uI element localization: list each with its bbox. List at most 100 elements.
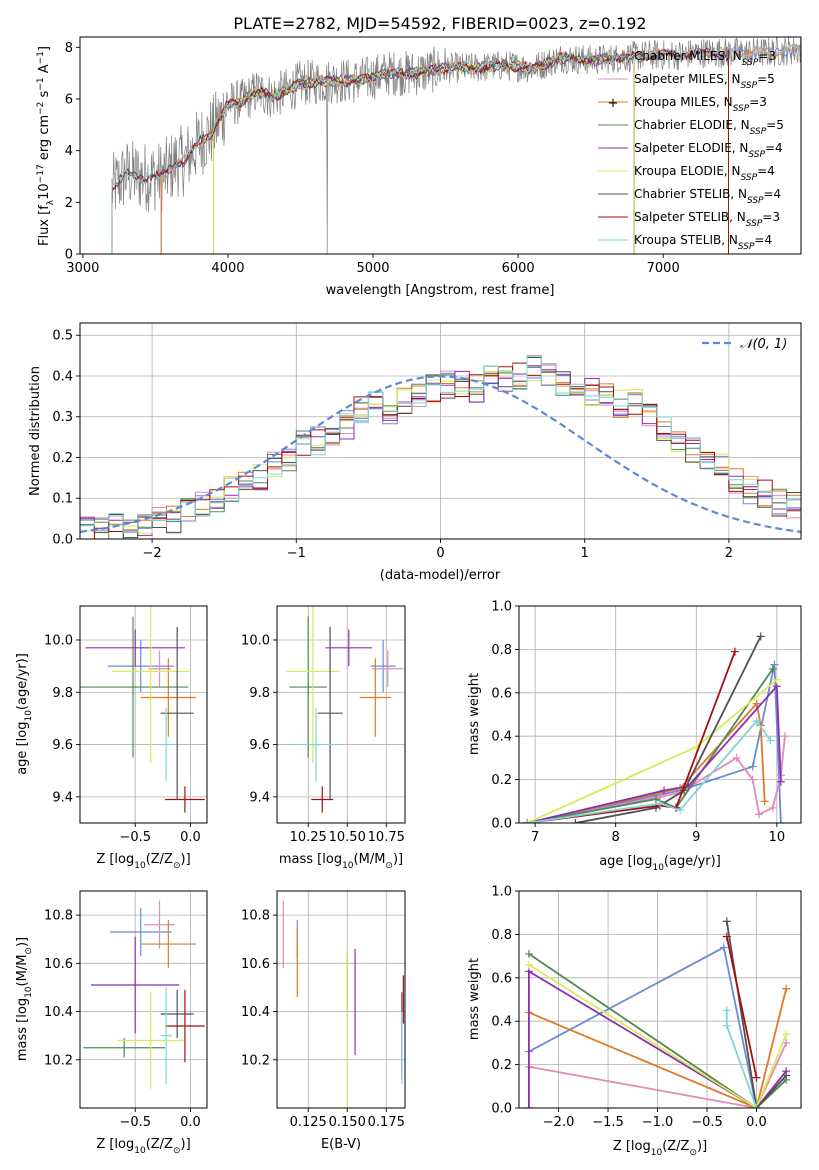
data-spectrum bbox=[111, 37, 801, 254]
x-tick-label: 10.25 bbox=[290, 830, 327, 845]
x-tick-label: −0.5 bbox=[119, 830, 151, 845]
y-tick-label: 0.2 bbox=[491, 773, 512, 788]
legend-label: Salpeter MILES, NSSP=5 bbox=[634, 72, 775, 91]
y-tick-label: 9.8 bbox=[52, 686, 73, 701]
y-tick-label: 0.4 bbox=[52, 369, 73, 384]
errorbar-chabrier-elodie bbox=[289, 616, 327, 758]
x-tick-label: 7 bbox=[531, 830, 539, 845]
spectrum-legend: Chabrier MILES, NSSP=3 Salpeter MILES, NS… bbox=[598, 49, 784, 252]
plot-area-age-vs-mass bbox=[277, 606, 405, 823]
weight-series-kroupa-stelib bbox=[523, 717, 775, 823]
y-tick-label: 10.4 bbox=[44, 1005, 73, 1020]
weight-line bbox=[528, 964, 788, 1108]
weight-line bbox=[528, 969, 787, 1108]
x-tick-label: 2 bbox=[725, 546, 733, 561]
x-tick-label: 10.50 bbox=[329, 830, 366, 845]
errorbar-salpeter-elodie bbox=[325, 629, 373, 667]
legend-label: Kroupa ELODIE, NSSP=4 bbox=[634, 164, 775, 183]
axes-age-vs-mass: 10.25 10.50 10.75 9.4 9.6 9.8 10.0 mass [log10(… bbox=[241, 605, 406, 871]
model-spectrum-salpeter-stelib bbox=[111, 48, 729, 254]
histogram-salpeter-stelib bbox=[80, 366, 801, 539]
y-tick-label: 1.0 bbox=[491, 600, 512, 615]
histogram-kroupa-stelib bbox=[80, 355, 801, 533]
y-tick-label: 6 bbox=[65, 93, 73, 108]
x-tick-label: 0.125 bbox=[290, 1115, 327, 1130]
errorbar-chabrier-stelib bbox=[317, 626, 343, 800]
x-tick-label: −0.5 bbox=[119, 1115, 151, 1130]
y-tick-label: 10.4 bbox=[241, 1005, 270, 1020]
weight-line bbox=[528, 1042, 788, 1108]
y-tick-label: 0.1 bbox=[52, 492, 73, 507]
legend-normal-label: 𝒩(0, 1) bbox=[740, 337, 787, 352]
errorbar-kroupa-elodie bbox=[117, 992, 184, 1089]
legend-label: Salpeter ELODIE, NSSP=4 bbox=[634, 141, 783, 160]
weight-marker bbox=[748, 762, 757, 771]
axes-age-vs-Z: −0.5 0.0 9.4 9.6 9.8 10.0 Z [log10(Z/Z⊙)] age [… bbox=[15, 605, 208, 871]
errorbar-salpeter-stelib bbox=[311, 786, 334, 813]
weight-marker bbox=[748, 775, 757, 784]
errorbar-kroupa-miles bbox=[140, 919, 196, 969]
histogram-chabrier-stelib bbox=[80, 357, 801, 539]
errorbar-chabrier-miles bbox=[107, 639, 174, 693]
x-tick-label: 8 bbox=[612, 830, 620, 845]
y-tick-label: 0.0 bbox=[52, 533, 73, 548]
weight-marker bbox=[719, 943, 728, 952]
y-tick-label: 10.0 bbox=[241, 633, 270, 648]
plot-area-spectrum bbox=[111, 37, 801, 254]
weight-marker bbox=[571, 819, 580, 823]
axes-frame bbox=[79, 605, 208, 824]
errorbar-chabrier-elodie bbox=[80, 616, 189, 758]
x-tick-label: 0.0 bbox=[180, 830, 201, 845]
weight-marker bbox=[651, 795, 660, 804]
y-tick-label: 0.8 bbox=[491, 643, 512, 658]
weight-series-chabrier-miles bbox=[523, 660, 785, 823]
errorbar-kroupa-elodie bbox=[112, 606, 190, 763]
y-tick-label: 0.4 bbox=[491, 730, 512, 745]
weight-line bbox=[528, 953, 787, 1108]
x-axis-label: Z [log10(Z/Z⊙)] bbox=[96, 852, 190, 871]
y-tick-label: 10.2 bbox=[241, 1053, 270, 1068]
model-spectrum-kroupa-elodie bbox=[213, 51, 635, 254]
weight-marker bbox=[651, 803, 660, 812]
y-tick-label: 8 bbox=[65, 41, 73, 56]
x-axis-label: E(B-V) bbox=[321, 1137, 361, 1152]
weight-marker bbox=[524, 960, 533, 969]
histogram-salpeter-elodie bbox=[80, 365, 801, 536]
x-tick-label: 0.0 bbox=[180, 1115, 201, 1130]
y-tick-label: 0.0 bbox=[491, 817, 512, 832]
x-tick-label: −1.5 bbox=[592, 1115, 624, 1130]
axes-mass-vs-ebv: 0.125 0.150 0.175 10.2 10.4 10.6 10.8 E(B-V) bbox=[241, 890, 406, 1152]
x-tick-label: −1.0 bbox=[642, 1115, 674, 1130]
y-axis-label: mass weight bbox=[467, 673, 482, 755]
plot-area-mass-weight-vs-age bbox=[519, 606, 801, 823]
plot-area-mass-vs-Z bbox=[80, 891, 207, 1108]
y-tick-label: 1.0 bbox=[491, 885, 512, 900]
y-tick-label: 10.6 bbox=[44, 957, 73, 972]
y-axis-label: age [log10(age/yr)] bbox=[15, 653, 34, 775]
y-tick-label: 0.2 bbox=[52, 451, 73, 466]
x-axis-label: Z [log10(Z/Z⊙)] bbox=[96, 1137, 190, 1156]
weight-marker bbox=[656, 799, 664, 808]
y-tick-label: 9.4 bbox=[249, 790, 270, 805]
y-tick-label: 0.4 bbox=[491, 1015, 512, 1030]
axes-frame bbox=[79, 322, 802, 540]
legend-label: Chabrier ELODIE, NSSP=5 bbox=[634, 118, 784, 137]
errorbar-salpeter-miles bbox=[372, 650, 404, 688]
weight-marker bbox=[523, 819, 532, 823]
weight-series-salpeter-elodie bbox=[523, 682, 785, 823]
y-tick-label: 4 bbox=[65, 144, 73, 159]
y-tick-label: 10.6 bbox=[241, 957, 270, 972]
axes-frame bbox=[276, 605, 406, 824]
x-tick-label: 5000 bbox=[356, 261, 389, 276]
y-tick-label: 0 bbox=[65, 248, 73, 263]
x-tick-label: 4000 bbox=[211, 261, 244, 276]
x-axis-label: (data-model)/error bbox=[380, 568, 501, 583]
normal-curve bbox=[80, 375, 801, 533]
legend-label: Kroupa MILES, NSSP=3 bbox=[634, 95, 767, 114]
model-spectrum-kroupa-stelib bbox=[111, 43, 801, 254]
y-axis-label: Flux [fλ10−17 erg cm−2 s−1 A−1] bbox=[36, 46, 56, 246]
x-tick-label: −2 bbox=[143, 546, 162, 561]
x-tick-label: 10.75 bbox=[368, 830, 405, 845]
errorbar-salpeter-stelib bbox=[165, 786, 205, 813]
weight-marker bbox=[768, 664, 777, 673]
